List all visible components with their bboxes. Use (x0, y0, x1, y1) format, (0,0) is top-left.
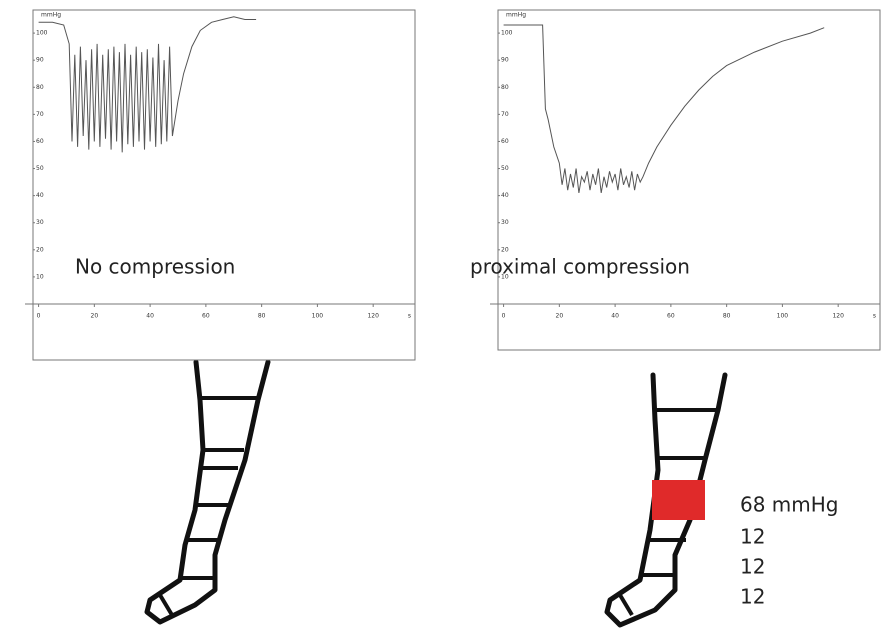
x-tick-label: 40 (611, 313, 619, 320)
y-tick-label: 70 (36, 111, 44, 118)
x-tick-label: 100 (777, 313, 789, 320)
y-axis-label: mmHg (506, 12, 526, 19)
x-axis-label: s (873, 313, 876, 320)
y-axis-label: mmHg (41, 12, 61, 19)
y-tick-label: 80 (501, 84, 509, 91)
y-tick-label: 20 (501, 246, 509, 253)
pressure-label: 12 (740, 585, 765, 609)
y-tick-label: 100 (36, 30, 48, 37)
x-tick-label: 120 (367, 313, 379, 320)
x-tick-label: 60 (667, 313, 675, 320)
y-tick-label: 40 (36, 192, 44, 199)
x-tick-label: 40 (146, 313, 154, 320)
y-tick-label: 10 (501, 273, 509, 280)
y-tick-label: 50 (36, 165, 44, 172)
x-tick-label: 20 (91, 313, 99, 320)
y-tick-label: 10 (36, 273, 44, 280)
data-line (503, 24, 825, 193)
y-tick-label: 30 (501, 219, 509, 226)
leg-right (604, 372, 728, 628)
y-tick-label: 80 (36, 84, 44, 91)
annotation: proximal compression (470, 255, 690, 279)
x-axis-label: s (408, 313, 411, 320)
x-tick-label: 60 (202, 313, 210, 320)
x-tick-label: 20 (556, 313, 564, 320)
x-tick-label: 100 (312, 313, 324, 320)
y-tick-label: 50 (501, 165, 509, 172)
pressure-label: 12 (740, 555, 765, 579)
leg-left (144, 359, 271, 625)
y-tick-label: 30 (36, 219, 44, 226)
x-tick-label: 0 (502, 313, 506, 320)
y-tick-label: 40 (501, 192, 509, 199)
y-tick-label: 20 (36, 246, 44, 253)
x-tick-label: 120 (832, 313, 844, 320)
y-tick-label: 90 (36, 57, 44, 64)
chart-frame (32, 9, 416, 361)
y-tick-label: 60 (36, 138, 44, 145)
y-tick-label: 70 (501, 111, 509, 118)
x-tick-label: 80 (723, 313, 731, 320)
pressure-label: 68 mmHg (740, 493, 839, 517)
y-tick-label: 60 (501, 138, 509, 145)
compression-cuff (652, 480, 705, 520)
chart-frame (497, 9, 881, 351)
y-tick-label: 90 (501, 57, 509, 64)
y-tick-label: 100 (501, 30, 513, 37)
x-tick-label: 0 (37, 313, 41, 320)
pressure-label: 12 (740, 525, 765, 549)
annotation: No compression (75, 255, 235, 279)
x-tick-label: 80 (258, 313, 266, 320)
data-line (38, 16, 257, 153)
